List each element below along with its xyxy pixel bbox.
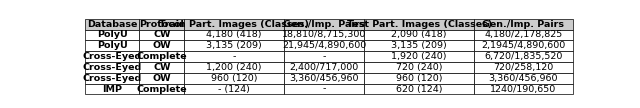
Bar [364, 19, 474, 30]
Text: IMP: IMP [102, 85, 122, 94]
Bar [140, 30, 184, 40]
Text: Protocol: Protocol [140, 20, 184, 29]
Text: 720 (240): 720 (240) [396, 63, 442, 72]
Text: Gen./Imp. Pairs: Gen./Imp. Pairs [284, 20, 365, 29]
Text: -: - [323, 52, 326, 61]
Text: 3,360/456,960: 3,360/456,960 [488, 74, 558, 83]
Text: 6,720/1,835,520: 6,720/1,835,520 [484, 52, 563, 61]
Text: CW: CW [153, 63, 171, 72]
Bar [85, 19, 140, 30]
Text: Cross-Eyed: Cross-Eyed [83, 52, 141, 61]
Bar [184, 19, 284, 30]
Text: OW: OW [152, 74, 171, 83]
Text: -: - [323, 85, 326, 94]
Text: 2,400/717,000: 2,400/717,000 [289, 63, 359, 72]
Bar [85, 62, 140, 73]
Bar [140, 19, 184, 30]
Bar [474, 19, 573, 30]
Text: OW: OW [152, 41, 171, 50]
Text: 1,920 (240): 1,920 (240) [392, 52, 447, 61]
Bar [140, 51, 184, 62]
Text: PolyU: PolyU [97, 41, 127, 50]
Bar [474, 73, 573, 84]
Bar [474, 40, 573, 51]
Text: 960 (120): 960 (120) [396, 74, 442, 83]
Text: Test Part. Images (Classes): Test Part. Images (Classes) [347, 20, 492, 29]
Bar [284, 51, 364, 62]
Text: Complete: Complete [136, 85, 187, 94]
Text: Cross-Eyed: Cross-Eyed [83, 74, 141, 83]
Text: - (124): - (124) [218, 85, 250, 94]
Bar [140, 73, 184, 84]
Bar [184, 51, 284, 62]
Bar [364, 84, 474, 94]
Text: Cross-Eyed: Cross-Eyed [83, 63, 141, 72]
Bar [474, 62, 573, 73]
Bar [284, 84, 364, 94]
Bar [364, 62, 474, 73]
Bar [184, 62, 284, 73]
Bar [474, 51, 573, 62]
Text: Database: Database [87, 20, 138, 29]
Text: 3,360/456,960: 3,360/456,960 [289, 74, 359, 83]
Bar [140, 84, 184, 94]
Bar [140, 62, 184, 73]
Bar [364, 40, 474, 51]
Text: 2,1945/4,890,600: 2,1945/4,890,600 [481, 41, 565, 50]
Text: Train Part. Images (Classes): Train Part. Images (Classes) [159, 20, 309, 29]
Text: 1240/190,650: 1240/190,650 [490, 85, 556, 94]
Bar [85, 84, 140, 94]
Text: 720/258,120: 720/258,120 [493, 63, 554, 72]
Text: 3,135 (209): 3,135 (209) [206, 41, 262, 50]
Bar [184, 73, 284, 84]
Bar [85, 40, 140, 51]
Text: 21,945/4,890,600: 21,945/4,890,600 [282, 41, 366, 50]
Bar [284, 30, 364, 40]
Text: -: - [232, 52, 236, 61]
Bar [364, 30, 474, 40]
Bar [85, 73, 140, 84]
Bar [364, 51, 474, 62]
Bar [474, 30, 573, 40]
Bar [184, 40, 284, 51]
Bar [284, 40, 364, 51]
Text: 2,090 (418): 2,090 (418) [392, 30, 447, 40]
Bar [284, 73, 364, 84]
Text: 4,180 (418): 4,180 (418) [207, 30, 262, 40]
Bar [284, 62, 364, 73]
Bar [184, 84, 284, 94]
Text: PolyU: PolyU [97, 30, 127, 40]
Text: Gen./Imp. Pairs: Gen./Imp. Pairs [483, 20, 564, 29]
Bar [474, 84, 573, 94]
Text: 960 (120): 960 (120) [211, 74, 257, 83]
Bar [184, 30, 284, 40]
Bar [85, 51, 140, 62]
Text: 3,135 (209): 3,135 (209) [391, 41, 447, 50]
Bar [85, 30, 140, 40]
Bar [364, 73, 474, 84]
Text: Complete: Complete [136, 52, 187, 61]
Text: 1,200 (240): 1,200 (240) [207, 63, 262, 72]
Text: CW: CW [153, 30, 171, 40]
Text: 18,810/8,715,300: 18,810/8,715,300 [282, 30, 367, 40]
Bar [140, 40, 184, 51]
Text: 620 (124): 620 (124) [396, 85, 442, 94]
Text: 4,180/2,178,825: 4,180/2,178,825 [484, 30, 563, 40]
Bar [284, 19, 364, 30]
